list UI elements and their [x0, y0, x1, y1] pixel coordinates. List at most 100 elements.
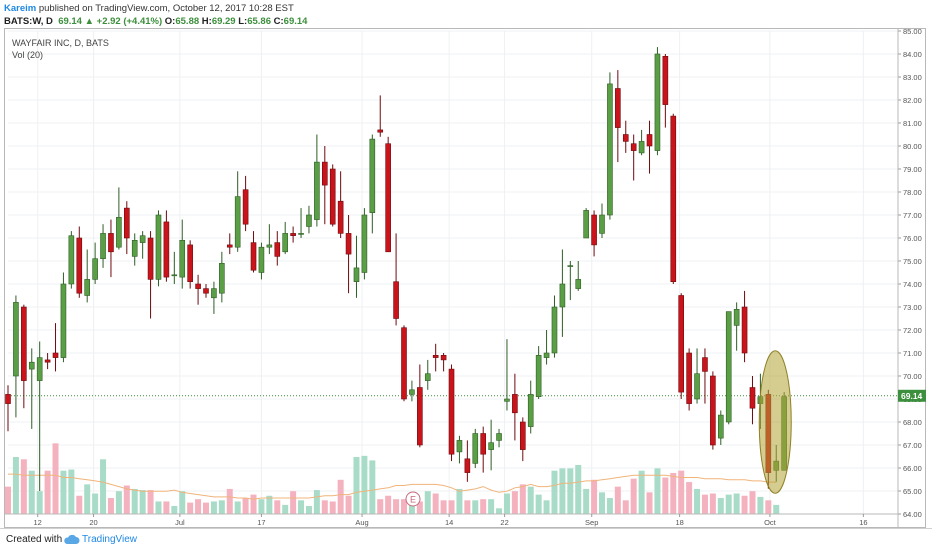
author-link[interactable]: Kareim	[4, 3, 37, 14]
volume-bar	[100, 459, 107, 514]
time-tick-label: Sep	[585, 518, 598, 527]
candle-body	[139, 235, 146, 243]
candle-body	[329, 168, 336, 225]
candle-body	[559, 283, 566, 308]
earnings-marker-text: E	[410, 495, 416, 505]
volume-bar	[741, 495, 748, 514]
volume-bar	[535, 494, 542, 514]
volume-bar	[290, 491, 297, 514]
volume-bar	[353, 457, 360, 514]
volume-bar	[226, 488, 233, 514]
volume-bar	[456, 488, 463, 514]
candle-body	[464, 458, 471, 473]
open-label: O:	[164, 16, 176, 27]
candle-body	[345, 233, 352, 255]
candle-body	[551, 306, 558, 354]
volume-bar	[646, 492, 653, 514]
volume-bar	[424, 491, 431, 514]
candle-body	[274, 242, 281, 257]
candle-body	[401, 327, 407, 400]
candle-body	[361, 214, 368, 273]
candle-body	[36, 357, 43, 381]
price-tick-label: 84.00	[903, 50, 922, 59]
candle-body	[622, 134, 629, 142]
volume-bar	[282, 504, 289, 514]
volume-bar	[250, 494, 257, 514]
candle-body	[519, 421, 526, 450]
volume-bar	[163, 501, 170, 514]
volume-bar	[733, 493, 740, 514]
volume-bar	[401, 499, 407, 514]
candle-body	[28, 361, 35, 370]
candle-body	[496, 433, 502, 441]
time-tick-label: 20	[89, 518, 97, 527]
volume-bar	[28, 470, 35, 514]
volume-bar	[107, 498, 114, 514]
open-value: 65.88	[175, 16, 200, 27]
price-tick-label: 78.00	[903, 188, 922, 197]
candle-body	[678, 295, 685, 393]
price-tick-label: 64.00	[903, 510, 922, 519]
volume-bar	[5, 486, 11, 514]
candle-body	[543, 352, 550, 358]
volume-bar	[361, 455, 368, 514]
last-price-tag-text: 69.14	[901, 391, 923, 401]
candle-body	[76, 237, 83, 294]
earnings-marker-circle	[405, 491, 421, 507]
last-price-tag: 69.14	[898, 389, 926, 402]
volume-bar	[717, 498, 724, 514]
price-tick-label: 85.00	[903, 28, 922, 36]
candle-body	[314, 161, 320, 220]
candle-body	[662, 55, 669, 105]
candle-body	[353, 267, 360, 282]
time-tick-label: Jul	[175, 518, 185, 527]
volume-bar	[179, 491, 186, 514]
candle-body	[694, 373, 700, 400]
volume-bar	[76, 495, 83, 514]
volume-bar	[749, 491, 756, 514]
tradingview-link[interactable]: TradingView	[82, 534, 138, 545]
candle-body	[234, 196, 241, 248]
price-tick-label: 68.00	[903, 418, 922, 427]
candle-body	[171, 274, 178, 277]
volume-bar	[369, 460, 376, 514]
candle-body	[512, 394, 518, 414]
time-tick-label: 16	[859, 518, 867, 527]
volume-bar	[638, 470, 645, 514]
price-tick-label: 71.00	[903, 349, 922, 358]
volume-bar	[393, 499, 400, 514]
time-axis[interactable]: 12 20 Jul 17 Aug 14 22 Sep 18 Oct 16	[4, 513, 898, 527]
volume-bar	[559, 468, 566, 514]
candle-body	[5, 394, 11, 404]
volume-bar	[773, 504, 780, 514]
footer-bar: Created with TradingView	[0, 528, 932, 551]
volume-bar	[527, 486, 534, 514]
volume-bar	[139, 490, 146, 514]
candle-body	[638, 141, 645, 154]
time-tick-label: Aug	[355, 518, 368, 527]
candle-body	[448, 368, 455, 455]
candle-body	[741, 306, 748, 354]
candlestick-chart[interactable]: E 85.00 84.00 83.00 82.00 81.00 80.00 79.00 78.…	[4, 28, 926, 528]
volume-bar	[84, 484, 91, 514]
volume-bar	[511, 491, 518, 514]
volume-bar	[266, 495, 273, 514]
candle-body	[377, 129, 384, 133]
volume-bar	[171, 506, 178, 514]
volume-bar	[725, 494, 732, 514]
chart-legend: WAYFAIR INC, D, BATS Vol (20)	[12, 37, 109, 61]
time-tick-label: Oct	[764, 518, 777, 527]
candle-body	[147, 237, 154, 280]
volume-bar	[115, 491, 122, 514]
price-tick-label: 72.00	[903, 326, 922, 335]
candle-body	[13, 302, 19, 377]
candle-body	[282, 233, 289, 253]
price-tick-label: 83.00	[903, 73, 922, 82]
symbol-label: BATS:W, D	[4, 16, 53, 27]
volume-bar	[519, 484, 526, 514]
candle-body	[385, 143, 391, 253]
candle-body	[424, 373, 431, 381]
price-tick-label: 76.00	[903, 234, 922, 243]
price-tick-label: 82.00	[903, 96, 922, 105]
candle-body	[749, 387, 756, 409]
